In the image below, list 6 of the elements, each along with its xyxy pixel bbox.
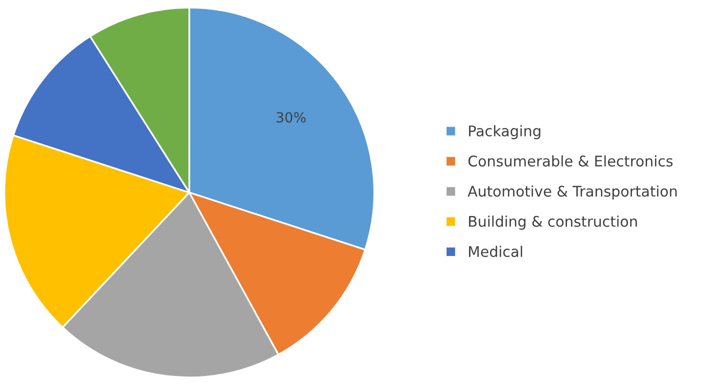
legend-label: Automotive & Transportation [468, 185, 677, 200]
legend-label: Building & construction [469, 216, 637, 230]
data-label: 30% [276, 112, 306, 123]
legend-label: Packaging [469, 125, 540, 140]
legend-label: Medical [469, 246, 522, 258]
legend-label: Consumerable & Electronics [468, 155, 673, 167]
